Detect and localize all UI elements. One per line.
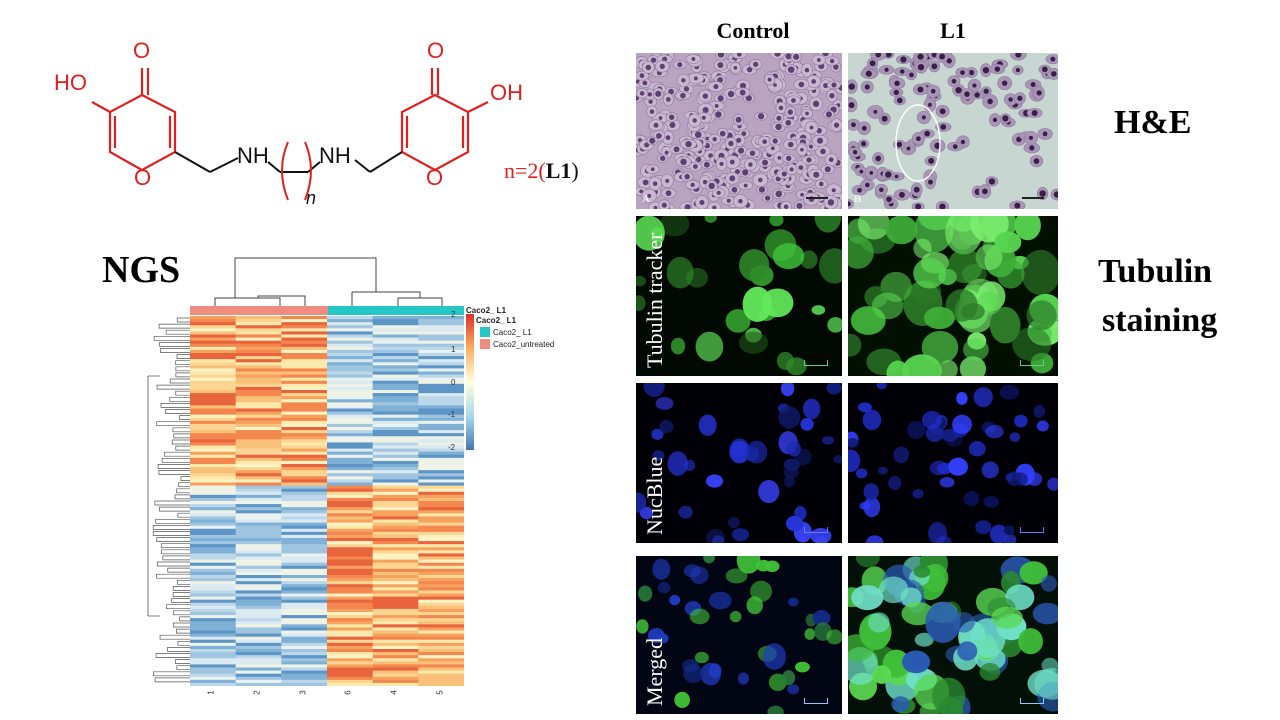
annotation-bar-title: Caco2_ L1 bbox=[466, 306, 507, 315]
ngs-heatmap-figure: Caco2_ L1 Caco2_ L1 Caco2_ L1 Caco2_untr… bbox=[130, 250, 590, 720]
column-label: 3 bbox=[298, 690, 308, 695]
column-label: 6 bbox=[343, 690, 353, 695]
column-labels: 1 2 3 6 4 5 bbox=[190, 688, 464, 702]
carbonyl-left-label: O bbox=[133, 38, 151, 63]
chemical-structure: HO O O NH n NH O O OH n=2(L1) bbox=[30, 20, 620, 220]
nucblue-l1-texture bbox=[848, 383, 1058, 543]
caption-prefix: n=2( bbox=[504, 158, 546, 183]
legend-swatch-untreated bbox=[480, 339, 490, 349]
he-l1-panel: B bbox=[848, 53, 1058, 209]
heatmap-grid bbox=[190, 316, 464, 686]
legend-title: Caco2_ L1 bbox=[476, 316, 517, 325]
compound-caption: n=2(L1) bbox=[504, 158, 579, 184]
column-header-control: Control bbox=[716, 18, 790, 43]
merged-control-panel: Merged bbox=[636, 556, 842, 714]
column-label: 5 bbox=[435, 690, 445, 695]
colorbar-tick: 0 bbox=[451, 378, 456, 387]
tubulin-staining-label-line2: staining bbox=[1102, 302, 1218, 339]
scale-bar bbox=[806, 197, 828, 199]
scale-bar bbox=[1020, 360, 1044, 366]
column-dendrogram bbox=[214, 257, 443, 306]
caption-suffix: ) bbox=[571, 158, 579, 183]
scale-bar bbox=[1022, 197, 1044, 199]
legend-swatch-l1 bbox=[480, 327, 490, 337]
scale-bar bbox=[1020, 698, 1044, 704]
tubulin-control-panel: Tubulin tracker bbox=[636, 216, 842, 376]
panel-letter-b: B bbox=[854, 193, 862, 205]
subscript-n-label: n bbox=[306, 188, 317, 208]
legend-label-untreated: Caco2_untreated bbox=[493, 340, 555, 349]
tubulin-l1-texture bbox=[848, 216, 1058, 376]
hydroxyl-left-label: HO bbox=[54, 70, 87, 95]
annotation-bar-untreated bbox=[190, 306, 328, 315]
hydroxyl-right-label: OH bbox=[490, 80, 523, 105]
tubulin-l1-panel bbox=[848, 216, 1058, 376]
caption-compound: L1 bbox=[545, 158, 572, 183]
row-dendrogram bbox=[147, 317, 190, 683]
scale-bar bbox=[804, 360, 828, 366]
colorbar bbox=[466, 314, 474, 450]
merged-l1-texture bbox=[848, 556, 1058, 714]
tubulin-staining-label-line1: Tubulin bbox=[1098, 253, 1213, 290]
column-header-l1: L1 bbox=[940, 18, 966, 43]
panel-letter-a: A bbox=[642, 193, 650, 205]
column-label: 2 bbox=[252, 690, 262, 695]
structure-svg bbox=[91, 68, 489, 201]
column-label: 1 bbox=[206, 690, 216, 695]
amine-right-label: NH bbox=[319, 143, 351, 168]
colorbar-tick: -2 bbox=[448, 443, 456, 452]
colorbar-tick: 2 bbox=[451, 310, 456, 319]
row-label-tubulin-tracker: Tubulin tracker bbox=[642, 232, 667, 368]
he-row-label: H&E bbox=[1114, 104, 1192, 141]
scale-bar bbox=[804, 698, 828, 704]
ring-oxygen-left-label: O bbox=[134, 165, 152, 190]
legend-label-l1: Caco2_ L1 bbox=[493, 328, 532, 337]
column-label: 4 bbox=[389, 690, 399, 695]
merged-control-texture bbox=[636, 556, 842, 714]
ngs-label: NGS bbox=[102, 249, 181, 291]
nucblue-l1-panel bbox=[848, 383, 1058, 543]
nucblue-control-panel: NucBlue bbox=[636, 383, 842, 543]
row-label-merged: Merged bbox=[642, 637, 667, 706]
annotation-bar-l1 bbox=[328, 306, 464, 315]
row-label-nucblue: NucBlue bbox=[642, 456, 667, 535]
tubulin-control-texture bbox=[636, 216, 842, 376]
scale-bar bbox=[1020, 527, 1044, 533]
scale-bar bbox=[804, 527, 828, 533]
he-control-panel: A bbox=[636, 53, 842, 209]
colorbar-tick: -1 bbox=[448, 410, 456, 419]
he-control-texture bbox=[636, 53, 842, 209]
nucblue-control-texture bbox=[636, 383, 842, 543]
merged-l1-panel bbox=[848, 556, 1058, 714]
ring-oxygen-right-label: O bbox=[426, 165, 444, 190]
he-l1-texture bbox=[848, 53, 1058, 209]
carbonyl-right-label: O bbox=[427, 38, 445, 63]
colorbar-tick: 1 bbox=[451, 345, 456, 354]
amine-left-label: NH bbox=[237, 143, 269, 168]
